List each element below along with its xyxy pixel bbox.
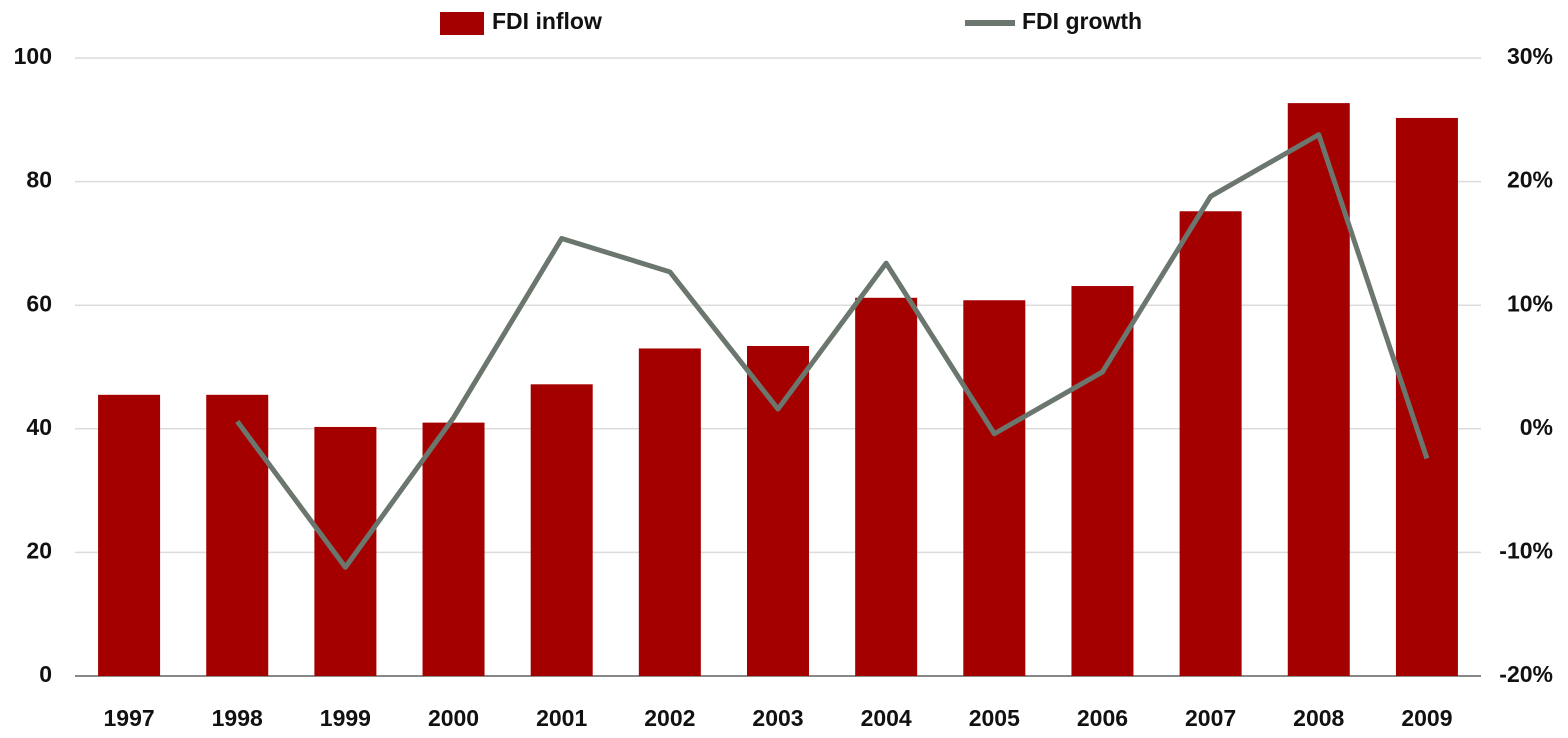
bar xyxy=(530,384,593,676)
bar xyxy=(1179,211,1242,676)
y-tick-label: 80 xyxy=(26,167,52,193)
bar xyxy=(206,394,269,676)
x-tick-label: 1997 xyxy=(103,705,154,731)
x-tick-label: 1998 xyxy=(212,705,263,731)
y2-tick-label: 30% xyxy=(1507,43,1553,69)
bar xyxy=(98,394,161,676)
x-tick-label: 2005 xyxy=(969,705,1020,731)
y-tick-label: 0 xyxy=(39,661,52,687)
x-tick-label: 2009 xyxy=(1401,705,1452,731)
y2-tick-label: 0% xyxy=(1520,414,1553,440)
bar xyxy=(747,345,809,676)
bar xyxy=(1287,103,1350,676)
x-tick-label: 2000 xyxy=(428,705,479,731)
x-tick-label: 2001 xyxy=(536,705,587,731)
x-tick-label: 1999 xyxy=(320,705,371,731)
y-tick-label: 40 xyxy=(26,414,52,440)
y2-tick-label: 20% xyxy=(1507,167,1553,193)
y-tick-label: 100 xyxy=(14,43,52,69)
x-tick-label: 2008 xyxy=(1293,705,1344,731)
bar xyxy=(314,426,377,676)
line xyxy=(235,132,1430,570)
y2-tick-label: 10% xyxy=(1507,290,1553,316)
bar xyxy=(1071,286,1134,676)
legend-label: FDI inflow xyxy=(492,8,602,34)
x-tick-label: 2007 xyxy=(1185,705,1236,731)
y2-tick-label: -10% xyxy=(1499,537,1553,563)
bar xyxy=(963,300,1026,676)
bar xyxy=(855,297,918,676)
y-tick-label: 60 xyxy=(26,290,52,316)
x-tick-label: 2006 xyxy=(1077,705,1128,731)
legend-swatch xyxy=(440,12,484,35)
bar xyxy=(422,422,485,676)
bar xyxy=(638,348,701,676)
x-tick-label: 2002 xyxy=(644,705,695,731)
y2-tick-label: -20% xyxy=(1499,661,1553,687)
x-tick-label: 2004 xyxy=(861,705,912,731)
x-tick-label: 2003 xyxy=(752,705,803,731)
y-tick-label: 20 xyxy=(26,537,52,563)
legend-label: FDI growth xyxy=(1022,8,1142,34)
